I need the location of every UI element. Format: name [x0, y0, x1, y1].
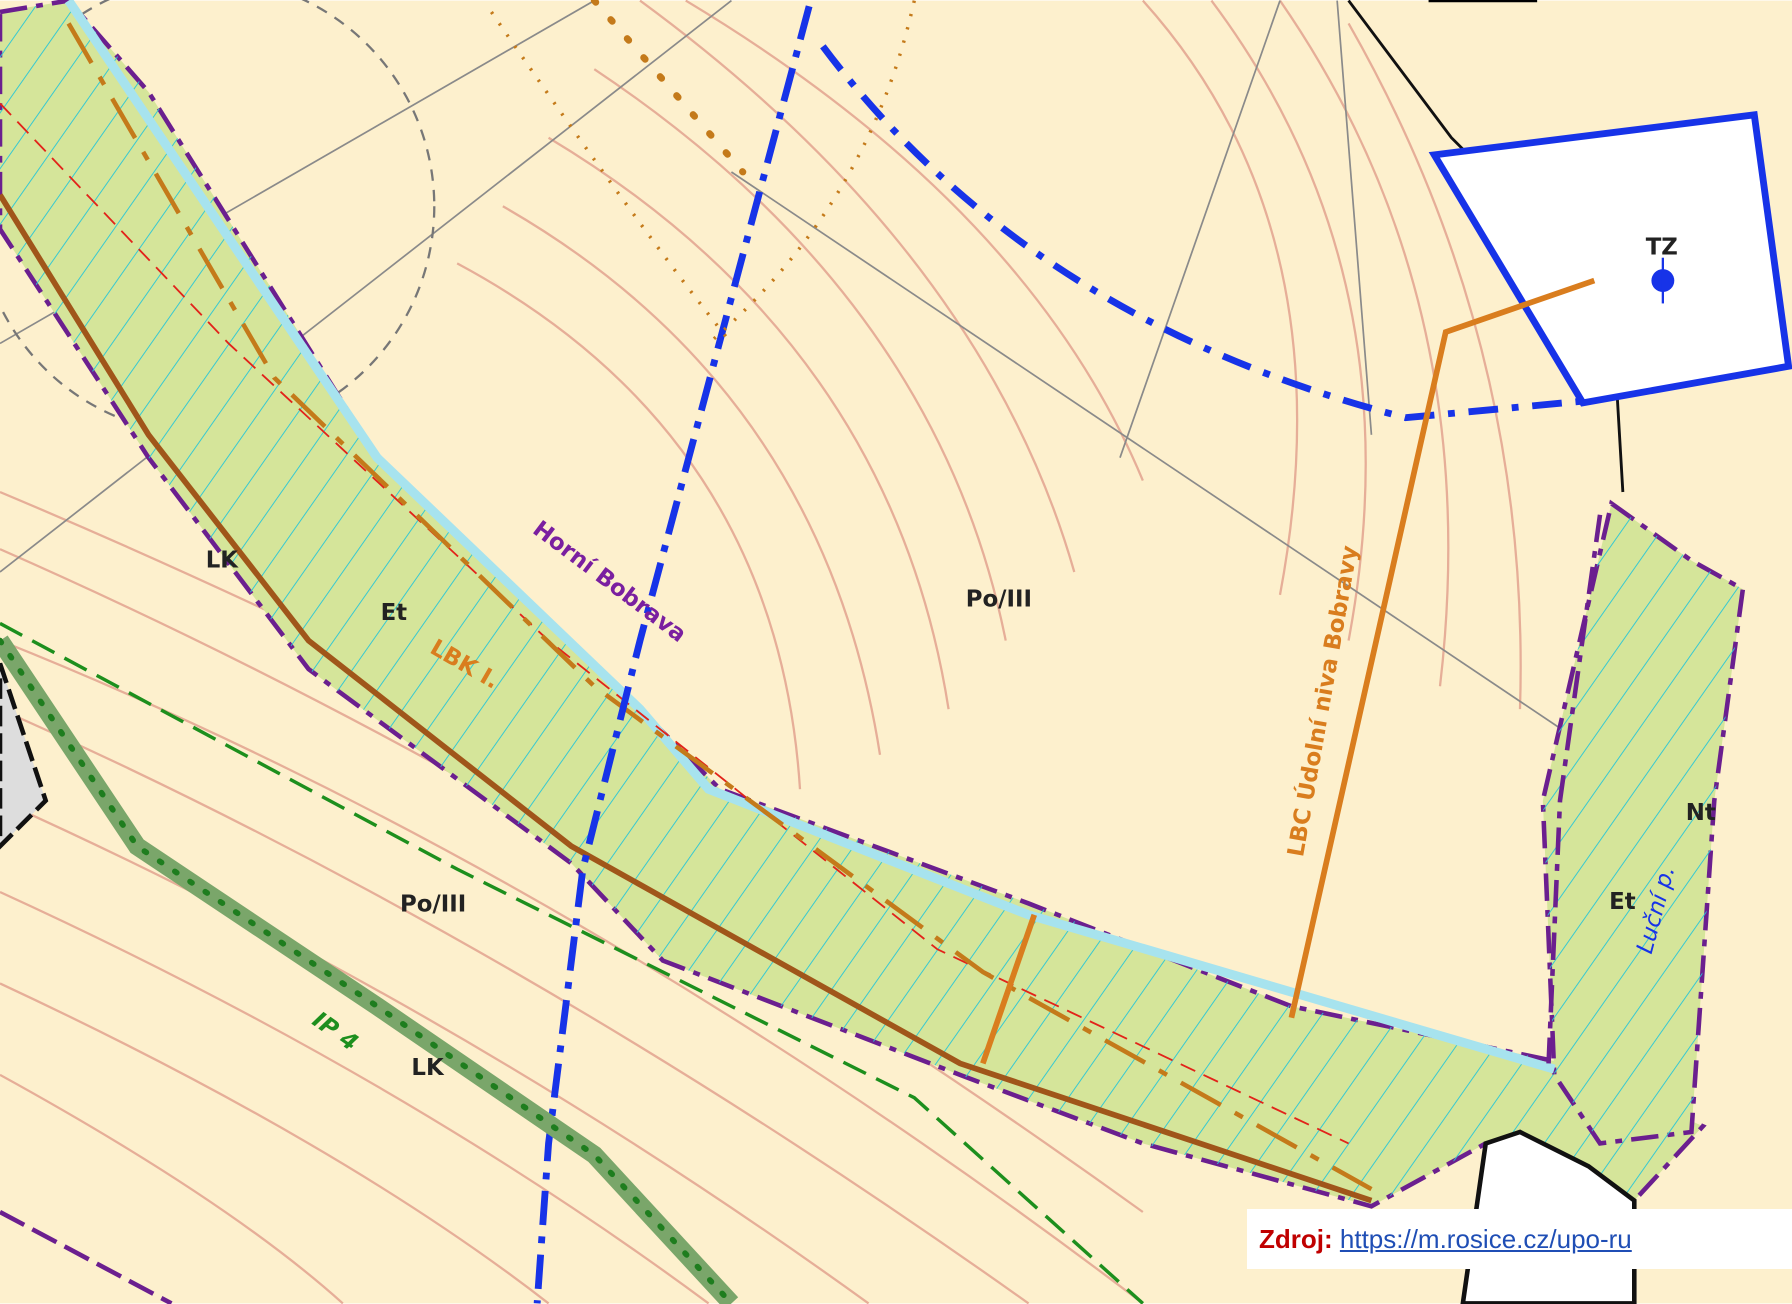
hatch — [0, 0, 1703, 1207]
ip-circles — [0, 637, 735, 1304]
source: Zdroj: https://m.rosice.cz/upo-ru — [1247, 1209, 1792, 1269]
road — [0, 193, 1373, 1204]
zone-label: Po/III — [400, 891, 466, 917]
green-dashed — [0, 621, 1145, 1304]
protection-zone — [820, 44, 1589, 422]
dotted-orange — [490, 0, 916, 345]
lbc-cross — [980, 913, 1037, 1065]
zone-label: LK — [411, 1055, 445, 1081]
source-link[interactable]: https://m.rosice.cz/upo-ru — [1339, 1224, 1632, 1254]
zone-label: Et — [381, 600, 408, 626]
river — [64, 0, 1556, 1074]
building — [0, 662, 49, 850]
zone-label: LK — [206, 547, 240, 573]
zone-label: Nt — [1686, 800, 1716, 826]
hatch-right — [1542, 503, 1743, 1144]
zone-label: Et — [1609, 889, 1636, 915]
tz-label: TZ — [1646, 234, 1678, 260]
tz-area — [1428, 111, 1792, 407]
right-boundary — [1546, 514, 1603, 1064]
lbk-axis — [66, 22, 1373, 1192]
contours — [0, 0, 1522, 1304]
lbc-boundary — [1288, 277, 1596, 1019]
purple-dashed — [0, 1209, 173, 1304]
cadastral-border — [533, 5, 813, 1304]
zone-label: Po/III — [966, 586, 1032, 612]
source-prefix: Zdroj: — [1259, 1224, 1333, 1254]
